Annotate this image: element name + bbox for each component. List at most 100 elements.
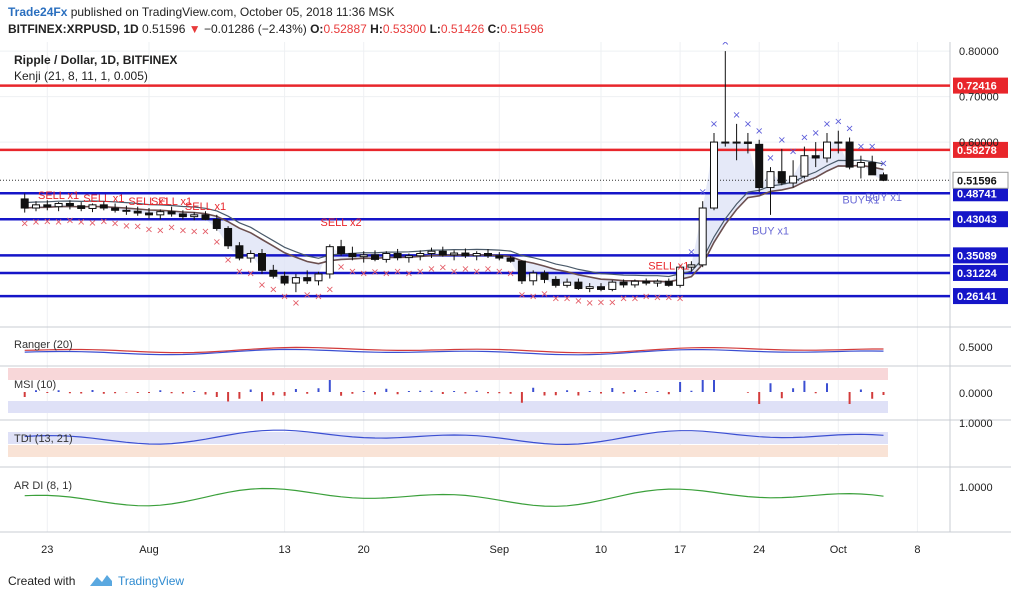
level-tag: [953, 211, 1008, 228]
candle-body: [258, 253, 266, 271]
high-marker-icon: ×: [710, 119, 718, 130]
candle-body: [404, 255, 413, 259]
candle-body: [303, 277, 312, 282]
level-label: 0.48741: [957, 188, 997, 200]
level-tag: [953, 288, 1008, 305]
candle-body: [156, 211, 165, 216]
low-marker-icon: ×: [326, 285, 334, 296]
x-tick-label: 10: [595, 544, 607, 556]
candle-body: [325, 246, 334, 275]
candle-body: [269, 269, 278, 277]
low-marker-icon: ×: [540, 289, 548, 300]
level-label: 0.26141: [957, 291, 997, 303]
msi-panel-label: MSI (10): [14, 379, 56, 391]
level-label: 0.43043: [957, 214, 997, 226]
low-marker-icon: ×: [529, 291, 537, 302]
low-marker-icon: ×: [405, 269, 413, 280]
low-marker-icon: ×: [145, 224, 153, 235]
low-marker-icon: ×: [100, 216, 108, 227]
low-marker-icon: ×: [111, 219, 119, 230]
high-marker-icon: ×: [823, 119, 831, 130]
x-tick-label: 13: [278, 544, 290, 556]
low-marker-icon: ×: [269, 285, 277, 296]
candle-body: [856, 162, 865, 168]
candle-body: [99, 204, 108, 209]
candle-body: [461, 252, 470, 257]
candle-body: [235, 245, 244, 259]
level-tag: [953, 264, 1008, 281]
close-label: C:: [487, 22, 501, 36]
footer: Created with TradingView: [0, 566, 1011, 598]
tdi-panel-label: TDI (13, 21): [14, 433, 73, 445]
level-label: 0.72416: [957, 81, 997, 93]
indicator-label: Kenji (21, 8, 11, 1, 0.005): [14, 69, 148, 83]
low-marker-icon: ×: [122, 221, 130, 232]
x-tick-label: Oct: [830, 544, 847, 556]
high-marker-icon: ×: [766, 153, 774, 164]
signal-label: BUY x1: [842, 194, 879, 206]
low-marker-icon: ×: [156, 225, 164, 236]
candle-body: [834, 141, 843, 144]
last-price-label: 0.51596: [957, 175, 997, 187]
candle-body: [472, 253, 481, 257]
candle-body: [868, 162, 877, 176]
level-tag: [953, 141, 1008, 158]
high-marker-icon: ×: [834, 117, 842, 128]
low-marker-icon: ×: [574, 296, 582, 307]
signal-label: SELL x1: [648, 260, 689, 272]
candle-body: [291, 277, 300, 284]
low-marker-icon: ×: [224, 255, 232, 266]
candle-body: [178, 213, 187, 218]
low-marker-icon: ×: [43, 216, 51, 227]
open-value: 0.52887: [323, 22, 367, 36]
tdi-lower-band: [8, 445, 888, 457]
low-marker-icon: ×: [427, 264, 435, 275]
candle-body: [32, 204, 40, 209]
author-name[interactable]: Trade24Fx: [8, 5, 68, 19]
candle-body: [145, 212, 153, 216]
last-price-tag: [952, 171, 1009, 189]
level-tag: [953, 247, 1008, 264]
signal-label: SELL x2: [321, 217, 362, 229]
tradingview-logo-icon[interactable]: [88, 572, 114, 590]
low-marker-icon: ×: [213, 237, 221, 248]
low-marker-icon: ×: [416, 266, 424, 277]
low-marker-icon: ×: [314, 291, 322, 302]
chart-title: Ripple / Dollar, 1D, BITFINEX: [14, 53, 177, 67]
x-tick-label: Sep: [490, 544, 510, 556]
low-marker-icon: ×: [518, 290, 526, 301]
publish-info: published on TradingView.com, October 05…: [67, 5, 395, 19]
level-label: 0.35089: [957, 250, 997, 262]
candle-body: [529, 272, 538, 282]
candle-body: [65, 202, 74, 207]
low-marker-icon: ×: [167, 223, 175, 234]
candle-body: [337, 246, 346, 254]
candle-body: [664, 280, 673, 286]
low-marker-icon: ×: [506, 269, 514, 280]
tradingview-link[interactable]: TradingView: [118, 574, 185, 588]
high-label: H:: [370, 22, 383, 36]
tdi-axis-tick: 1.0000: [959, 418, 993, 430]
low-marker-icon: ×: [461, 264, 469, 275]
candle-body: [371, 254, 379, 260]
candle-body: [563, 281, 572, 286]
low-marker-icon: ×: [642, 291, 650, 302]
x-tick-label: 17: [674, 544, 686, 556]
candle-body: [845, 141, 854, 168]
low-marker-icon: ×: [21, 219, 29, 230]
ranger-axis-tick: 0.5000: [959, 342, 993, 354]
candle-body: [597, 286, 605, 290]
candle-body: [280, 275, 289, 284]
level-label: 0.58278: [957, 145, 997, 157]
low-marker-icon: ×: [631, 294, 639, 305]
last-price: 0.51596: [142, 22, 186, 36]
msi-axis-tick: 0.0000: [959, 388, 993, 400]
low-marker-icon: ×: [676, 294, 684, 305]
candle-body: [574, 281, 583, 290]
level-label: 0.31224: [957, 268, 998, 280]
x-tick-label: 23: [41, 544, 53, 556]
price-chart[interactable]: × × × × × × × × × × × × × × × × ×××× ×× ×××× ××× × × × × × × × × × × ×…: [0, 42, 1011, 566]
tdi-upper-band: [8, 432, 888, 444]
signal-label: SELL x1: [128, 196, 169, 208]
publish-line: Trade24Fx published on TradingView.com, …: [8, 5, 394, 19]
